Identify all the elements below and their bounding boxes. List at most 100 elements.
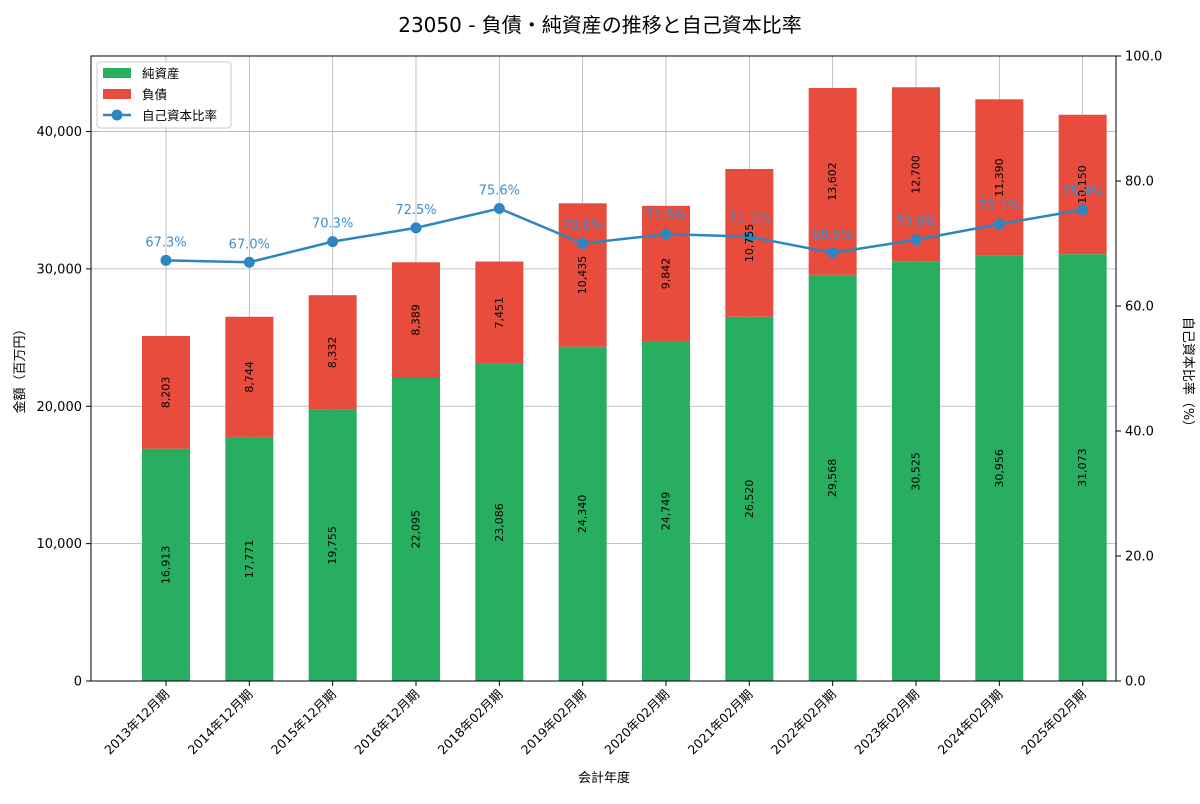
bar-net-assets — [142, 448, 190, 681]
ratio-point — [243, 256, 255, 268]
bar-label-liabilities: 8,203 — [160, 377, 173, 409]
bar-label-net-assets: 17,771 — [243, 540, 256, 579]
ratio-label: 71.1% — [729, 212, 770, 227]
bar-label-net-assets: 16,913 — [160, 546, 173, 585]
bar-liabilities — [808, 88, 857, 275]
bar-label-liabilities: 8,744 — [243, 361, 256, 393]
ratio-point — [160, 254, 172, 266]
bar-net-assets — [975, 255, 1024, 681]
y2-tick-label: 100.0 — [1125, 50, 1162, 65]
ratio-line — [160, 203, 1089, 268]
bar-label-liabilities: 10,150 — [1076, 165, 1089, 204]
bar-label-liabilities: 8,389 — [410, 304, 423, 336]
plot-frame — [90, 55, 1117, 682]
ratio-point — [1077, 204, 1089, 216]
x-tick-label: 2014年12月期 — [185, 687, 256, 758]
bar-net-assets — [725, 316, 774, 681]
ratio-point — [577, 238, 589, 249]
ratio-point — [743, 231, 755, 243]
bar-net-assets — [808, 274, 857, 681]
ratio-point — [827, 247, 839, 259]
y-tick-label: 30,000 — [37, 262, 83, 277]
bar-label-liabilities: 10,755 — [743, 224, 756, 263]
legend-label-net-assets: 純資産 — [142, 66, 180, 81]
y2-axis-label: 自己資本比率（%） — [1180, 317, 1196, 433]
x-tick-label: 2023年02月期 — [851, 687, 922, 758]
bar-net-assets — [392, 377, 440, 681]
bar-label-liabilities: 9,842 — [660, 258, 673, 290]
ratio-line-path — [165, 207, 1083, 264]
x-tick-label: 2021年02月期 — [685, 687, 756, 758]
x-tick-label: 2013年12月期 — [101, 687, 172, 758]
ratio-point — [327, 236, 339, 248]
y2-tick-label: 60.0 — [1125, 300, 1154, 315]
bar-liabilities — [725, 168, 774, 317]
x-tick-label: 2024年02月期 — [935, 687, 1006, 758]
y2-tick-label: 40.0 — [1125, 425, 1154, 440]
y2-tick-label: 80.0 — [1125, 175, 1154, 190]
bar-net-assets — [558, 346, 607, 681]
bar-label-net-assets: 23,086 — [493, 503, 506, 542]
bar-label-net-assets: 31,073 — [1076, 448, 1089, 487]
x-tick-label: 2016年12月期 — [351, 687, 422, 758]
bar-liabilities — [225, 316, 274, 437]
ratio-label: 70.3% — [312, 217, 353, 232]
x-tick-label: 2018年02月期 — [435, 687, 506, 758]
bar-label-net-assets: 30,956 — [993, 449, 1006, 488]
bar-label-liabilities: 8,332 — [326, 337, 339, 369]
legend-swatch-ratio-marker — [111, 109, 123, 121]
x-tick-label: 2025年02月期 — [1018, 687, 1089, 758]
bar-label-net-assets: 26,520 — [743, 480, 756, 519]
bar-net-assets — [1058, 254, 1107, 681]
legend-box — [96, 61, 232, 129]
ratio-label: 68.5% — [812, 228, 853, 243]
y2-tick-label: 20.0 — [1125, 550, 1154, 565]
legend-label-liabilities: 負債 — [142, 87, 167, 102]
ratio-label: 70.6% — [895, 215, 936, 230]
bar-label-net-assets: 22,095 — [410, 510, 423, 549]
ratio-label: 72.5% — [395, 203, 436, 218]
bar-liabilities — [1058, 114, 1107, 255]
x-tick-label: 2019年02月期 — [518, 687, 589, 758]
bar-liabilities — [975, 99, 1024, 256]
x-tick-label: 2015年12月期 — [268, 687, 339, 758]
bar-net-assets — [308, 409, 357, 681]
legend-swatch-net-assets — [103, 68, 131, 78]
bar-net-assets — [225, 436, 274, 681]
legend-swatch-liabilities — [103, 89, 131, 99]
chart-title: 23050 - 負債・純資産の推移と自己資本比率 — [398, 13, 802, 37]
x-tick-label: 2022年02月期 — [768, 687, 839, 758]
bar-liabilities — [558, 203, 607, 347]
bar-net-assets — [475, 363, 524, 681]
ratio-label: 75.4% — [1062, 185, 1103, 200]
ratio-label: 67.0% — [229, 237, 270, 252]
bar-label-net-assets: 24,749 — [660, 492, 673, 531]
y-axis-label: 金額（百万円） — [12, 322, 28, 413]
bar-label-liabilities: 13,602 — [826, 162, 839, 201]
bars — [142, 87, 1107, 681]
bar-liabilities — [892, 87, 940, 262]
ratio-point — [993, 218, 1005, 230]
y-tick-label: 40,000 — [37, 125, 83, 140]
ratio-label: 70.0% — [562, 219, 603, 234]
ratio-label: 75.6% — [479, 184, 520, 199]
y2-tick-label: 0.0 — [1125, 675, 1146, 690]
y-tick-label: 0 — [74, 675, 82, 690]
bar-label-net-assets: 19,755 — [326, 526, 339, 565]
ratio-label: 73.1% — [979, 199, 1020, 214]
bar-net-assets — [892, 261, 940, 681]
bar-liabilities — [475, 261, 524, 364]
bar-liabilities — [308, 295, 357, 410]
legend-label-ratio: 自己資本比率 — [142, 108, 217, 123]
ratio-point — [493, 203, 505, 214]
bar-label-liabilities: 12,700 — [910, 155, 923, 194]
bar-label-liabilities: 11,390 — [993, 158, 1006, 197]
bar-liabilities — [392, 262, 440, 378]
bar-liabilities — [642, 205, 690, 342]
y-tick-label: 10,000 — [37, 537, 83, 552]
bar-label-liabilities: 7,451 — [493, 297, 506, 329]
ratio-label: 67.3% — [145, 235, 186, 250]
ratio-point — [410, 222, 422, 234]
